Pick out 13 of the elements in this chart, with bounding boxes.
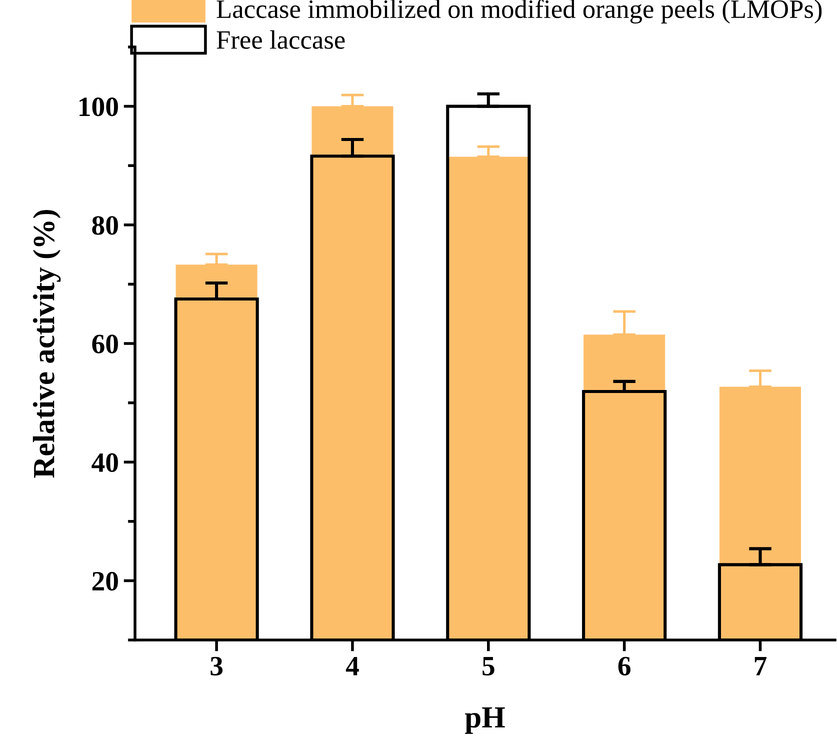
x-tick-label: 7 xyxy=(754,657,767,676)
x-tick-label: 5 xyxy=(482,657,494,676)
y-axis-title: Relative activity (%) xyxy=(32,210,61,478)
x-tick-label: 4 xyxy=(346,656,359,676)
x-tick-label: 6 xyxy=(618,656,630,676)
y-tick-label: 80 xyxy=(92,216,118,235)
y-tick-label: 100 xyxy=(80,97,118,116)
y-tick-label: 40 xyxy=(92,453,118,472)
x-tick-label: 3 xyxy=(210,656,223,676)
y-tick-label: 60 xyxy=(92,334,118,354)
x-axis-title: pH xyxy=(465,707,505,734)
legend-label: Free laccase xyxy=(216,30,345,49)
y-tick-label: 20 xyxy=(92,572,118,591)
